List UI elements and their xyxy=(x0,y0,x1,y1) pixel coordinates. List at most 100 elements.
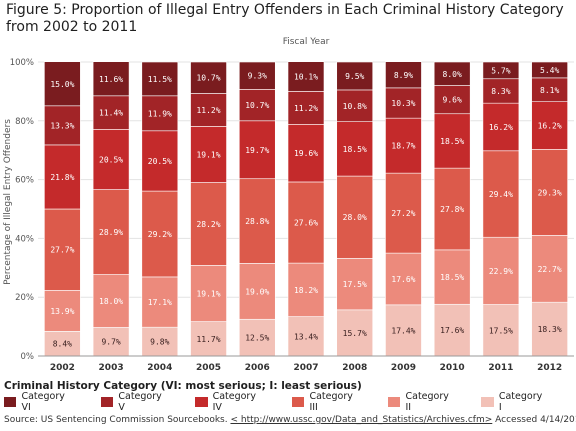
bar-segment xyxy=(531,149,568,236)
source-prefix: Source: US Sentencing Commission Sourceb… xyxy=(4,415,228,425)
data-label: 11.2% xyxy=(294,104,318,113)
bar-segment xyxy=(531,235,568,303)
chart-title-line1: Figure 5: Proportion of Illegal Entry Of… xyxy=(6,2,564,18)
bar-segment xyxy=(531,101,568,150)
legend-label: Category III xyxy=(309,391,353,413)
bar-segment xyxy=(385,87,422,119)
data-label: 17.1% xyxy=(148,298,172,307)
y-axis-title: Percentage of Illegal Entry Offenders xyxy=(3,119,13,285)
data-label: 28.8% xyxy=(245,217,269,226)
legend-label: Category II xyxy=(405,391,449,413)
x-tick-label: 2002 xyxy=(50,363,75,373)
data-label: 28.9% xyxy=(99,228,123,237)
bar-segment xyxy=(44,290,81,332)
bar-segment xyxy=(92,61,130,97)
bar-segment xyxy=(190,321,227,357)
data-label: 28.2% xyxy=(196,220,220,229)
bar-segment xyxy=(385,304,422,357)
data-label: 19.1% xyxy=(196,290,220,299)
data-label: 11.4% xyxy=(99,109,123,118)
data-label: 21.8% xyxy=(50,173,74,182)
data-label: 10.1% xyxy=(294,73,318,82)
x-tick-label: 2004 xyxy=(147,363,172,373)
x-tick-label: 2006 xyxy=(245,363,270,373)
data-label: 11.2% xyxy=(196,106,220,115)
bar-segment xyxy=(287,91,325,125)
legend-label: Category IV xyxy=(212,391,256,413)
data-label: 20.5% xyxy=(148,157,172,166)
bar-segment xyxy=(238,61,276,90)
data-label: 9.7% xyxy=(101,338,120,347)
source-suffix: Accessed 4/14/2013 xyxy=(495,415,576,425)
data-label: 18.2% xyxy=(294,286,318,295)
bar-segment xyxy=(190,182,227,266)
data-label: 18.5% xyxy=(440,273,464,282)
data-label: 11.5% xyxy=(148,75,172,84)
data-label: 29.3% xyxy=(538,188,562,197)
legend-item: Category II xyxy=(388,391,455,413)
legend: Category VI Category V Category IV Category… xyxy=(4,391,572,413)
data-label: 27.6% xyxy=(294,219,318,228)
data-label: 19.0% xyxy=(245,287,269,296)
bar-segment xyxy=(92,95,130,130)
data-label: 10.7% xyxy=(245,101,269,110)
bar-segment xyxy=(141,95,179,132)
data-label: 18.5% xyxy=(440,137,464,146)
bar-segment xyxy=(385,172,422,254)
bar-segment xyxy=(433,167,471,251)
bar-segment xyxy=(482,78,520,104)
data-label: 13.4% xyxy=(294,332,318,341)
data-label: 29.4% xyxy=(489,190,513,199)
data-label: 8.0% xyxy=(443,70,462,79)
bar-segment xyxy=(92,274,130,328)
bar-segment xyxy=(482,304,520,357)
legend-item: Category III xyxy=(291,391,362,413)
data-label: 9.8% xyxy=(150,338,169,347)
bar-segment xyxy=(92,189,130,275)
data-label: 10.3% xyxy=(391,99,415,108)
x-tick-label: 2008 xyxy=(342,363,367,373)
bar-segment xyxy=(287,61,325,92)
data-label: 29.2% xyxy=(148,230,172,239)
data-label: 18.3% xyxy=(538,325,562,334)
data-label: 9.6% xyxy=(443,96,462,105)
bar-segment xyxy=(44,208,81,291)
bar-segment xyxy=(531,61,568,79)
bar-segment xyxy=(44,144,81,210)
bar-segment xyxy=(433,85,471,115)
x-tick-label: 2009 xyxy=(391,363,416,373)
legend-label: Category VI xyxy=(21,391,65,413)
bar-segment xyxy=(336,175,374,259)
legend-item: Category V xyxy=(100,391,169,413)
x-tick-label: 2010 xyxy=(440,363,465,373)
bar-segment xyxy=(92,327,130,357)
bar-segment xyxy=(238,318,276,357)
source-note: Source: US Sentencing Commission Sourceb… xyxy=(4,415,576,425)
data-label: 20.5% xyxy=(99,155,123,164)
bar-segment xyxy=(287,262,325,317)
data-label: 19.7% xyxy=(245,146,269,155)
stacked-bar-chart: Fiscal Year 8.4% 13.9% 27.7% 21.8% 13.3% 15.0… xyxy=(3,37,574,373)
data-label: 9.3% xyxy=(248,72,267,81)
source-link[interactable]: < http://www.ussc.gov/Data_and_Statistic… xyxy=(230,415,493,425)
chart-title: Figure 5: Proportion of Illegal Entry Of… xyxy=(6,2,566,36)
x-tick-label: 2007 xyxy=(293,363,318,373)
legend-swatch xyxy=(100,397,114,407)
legend-label: Category V xyxy=(118,391,162,413)
bars-group: 8.4% 13.9% 27.7% 21.8% 13.3% 15.0% 9.7% 18.0% 28… xyxy=(44,61,568,357)
legend-title: Criminal History Category (VI: most seri… xyxy=(4,380,362,392)
data-label: 17.4% xyxy=(391,326,415,335)
data-label: 18.5% xyxy=(343,145,367,154)
data-label: 17.6% xyxy=(391,275,415,284)
bar-segment xyxy=(336,309,374,357)
axes-group: 0% 20% 40% 60% 80% 100% 2002 2003 2004 2005 2006 20… xyxy=(10,58,574,373)
legend-swatch xyxy=(388,397,401,407)
bar-segment xyxy=(238,120,276,180)
bar-segment xyxy=(238,89,276,122)
chart-title-line2: from 2002 to 2011 xyxy=(6,19,138,35)
data-label: 19.1% xyxy=(196,150,220,159)
bar-segment xyxy=(385,117,422,174)
data-label: 8.3% xyxy=(491,87,510,96)
bar-segment xyxy=(92,129,130,190)
x-tick-label: 2003 xyxy=(99,363,124,373)
